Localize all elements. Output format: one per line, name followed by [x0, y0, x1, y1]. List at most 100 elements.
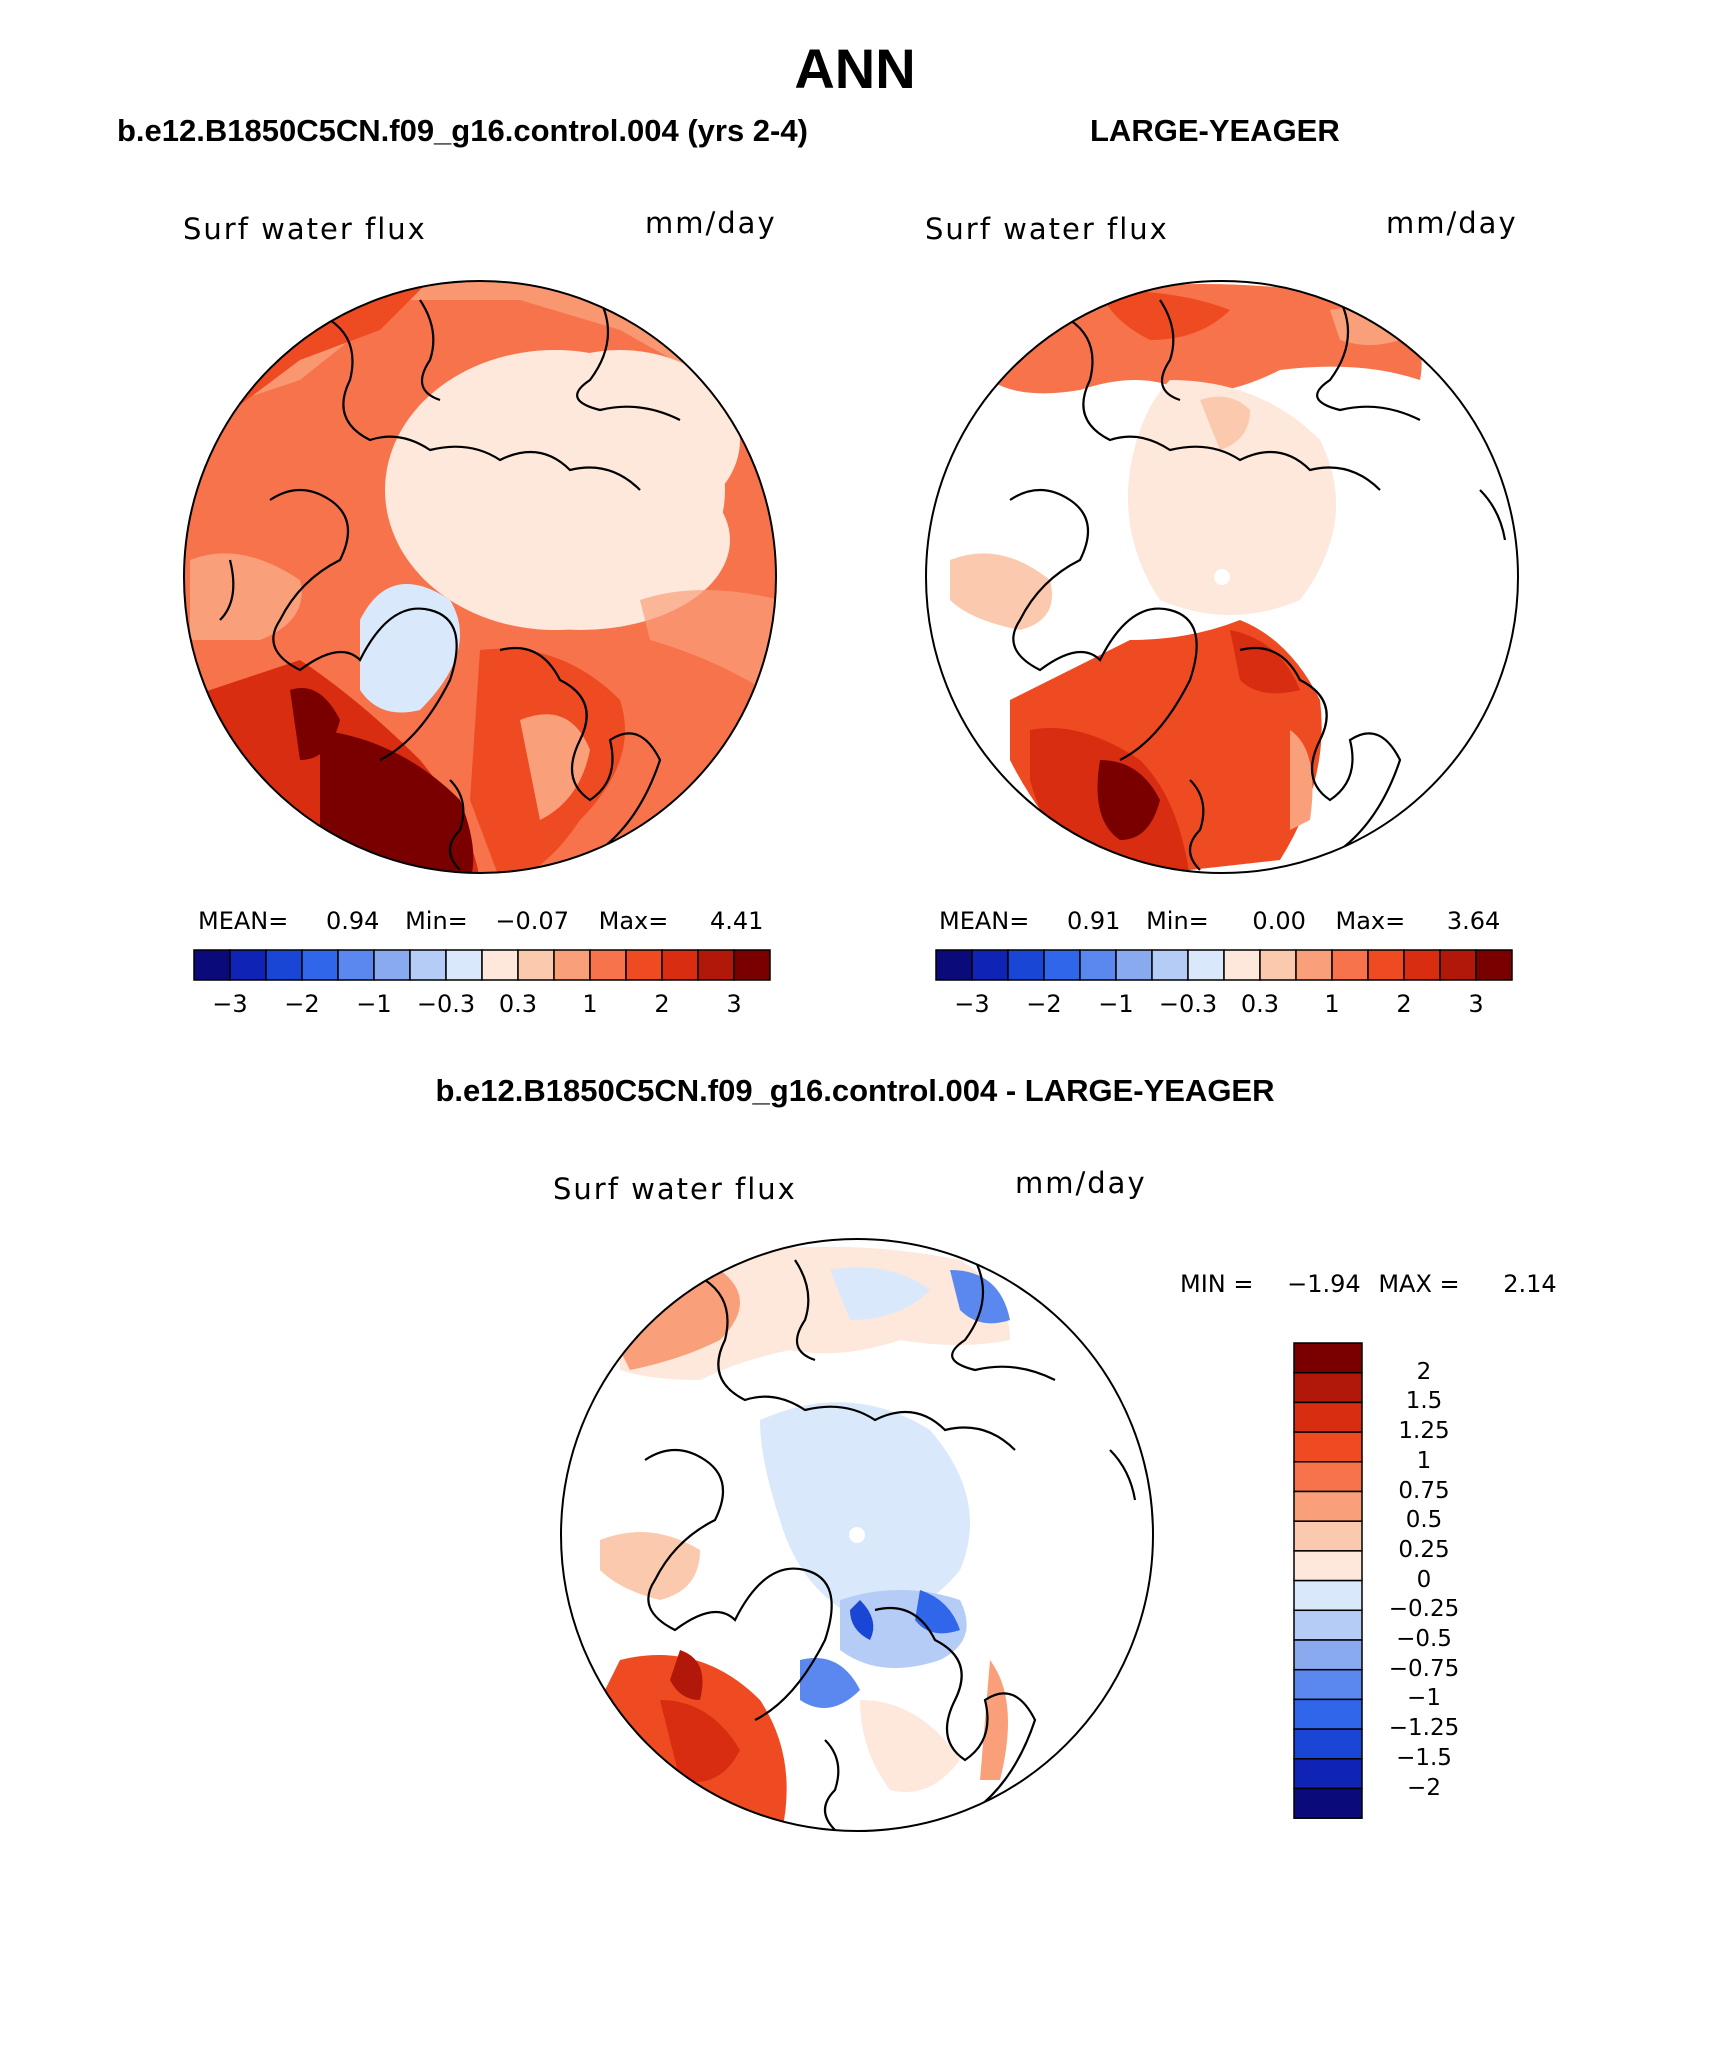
right-min-label: Min= [1146, 907, 1209, 935]
diff-colorbar-cell [1293, 1639, 1363, 1671]
right-colorbar-cell [1115, 949, 1153, 981]
diff-colorbar-cell [1293, 1342, 1363, 1374]
right-colorbar-tick-label: 1 [1324, 990, 1340, 1018]
diff-colorbar-tick-label: −1.5 [1396, 1744, 1452, 1771]
diff-colorbar-tick-label: 0 [1416, 1566, 1432, 1593]
right-colorbar-cell [1439, 949, 1477, 981]
left-colorbar-cell [481, 949, 519, 981]
diff-colorbar-tick-label: −0.75 [1388, 1655, 1460, 1682]
left-mean-value: 0.94 [326, 907, 380, 935]
diff-colorbar-cell [1293, 1758, 1363, 1790]
diff-max-label: MAX = [1378, 1270, 1460, 1298]
left-polar-map [183, 280, 777, 874]
left-colorbar-cell [373, 949, 411, 981]
left-colorbar-cell [301, 949, 339, 981]
right-colorbar-cell [1079, 949, 1117, 981]
left-colorbar-cell [265, 949, 303, 981]
figure-title: ANN [794, 37, 916, 100]
left-colorbar-cell [661, 949, 699, 981]
left-colorbar-cell [697, 949, 735, 981]
right-colorbar-tick-label: −0.3 [1158, 990, 1218, 1018]
diff-colorbar-cell [1293, 1461, 1363, 1493]
diff-colorbar-tick-label: 1.5 [1405, 1388, 1443, 1415]
right-colorbar-cell [1187, 949, 1225, 981]
diff-colorbar-tick-label: −1 [1407, 1685, 1441, 1712]
right-case-title: LARGE-YEAGER [1090, 113, 1340, 148]
right-colorbar-cell [1403, 949, 1441, 981]
diff-colorbar-tick-label: −0.25 [1388, 1596, 1460, 1623]
right-colorbar-cell [1367, 949, 1405, 981]
diff-colorbar [1293, 1342, 1363, 1819]
right-units-label: mm/day [1386, 206, 1518, 240]
left-colorbar-tick-label: 0.3 [498, 990, 538, 1018]
left-max-value: 4.41 [709, 907, 764, 935]
right-colorbar-tick-label: −3 [954, 990, 990, 1018]
right-colorbar-tick-label: 3 [1468, 990, 1484, 1018]
left-units-label: mm/day [645, 206, 777, 240]
right-max-label: Max= [1335, 907, 1406, 935]
diff-colorbar-tick-label: −1.25 [1388, 1715, 1460, 1742]
diff-colorbar-cell [1293, 1668, 1363, 1701]
diff-colorbar-cell [1293, 1579, 1363, 1612]
diff-colorbar-tick-label: 1.25 [1398, 1418, 1450, 1445]
right-variable-label: Surf water flux [925, 212, 1169, 246]
right-colorbar-cell [935, 949, 973, 981]
left-colorbar-cell [409, 949, 447, 981]
left-colorbar-cell [733, 949, 771, 981]
right-colorbar-cell [1295, 949, 1333, 981]
diff-colorbar-tick-label: −0.5 [1396, 1626, 1452, 1652]
left-colorbar-tick-label: 1 [582, 990, 598, 1018]
diff-min-value: −1.94 [1287, 1270, 1361, 1298]
left-colorbar-tick-label: −2 [284, 990, 320, 1018]
diff-colorbar-cell [1293, 1490, 1363, 1522]
right-mean-label: MEAN= [939, 907, 1030, 935]
left-colorbar-tick-label: −0.3 [416, 990, 476, 1018]
left-colorbar-tick-label: 2 [654, 990, 670, 1018]
diff-colorbar-cell [1293, 1728, 1363, 1760]
left-case-title: b.e12.B1850C5CN.f09_g16.control.004 (yrs… [117, 113, 808, 148]
right-colorbar-cell [1223, 949, 1261, 981]
left-max-label: Max= [598, 907, 669, 935]
diff-colorbar-tick-label: 0.75 [1398, 1477, 1450, 1504]
right-colorbar-cell [1475, 949, 1513, 981]
right-colorbar-cell [1151, 949, 1189, 981]
left-colorbar-cell [229, 949, 267, 981]
right-colorbar-tick-label: −2 [1026, 990, 1062, 1018]
right-colorbar-cell [1043, 949, 1081, 981]
diff-colorbar-cell [1293, 1431, 1363, 1463]
diff-minmax: MIN = −1.94 MAX = 2.14 [1180, 1270, 1557, 1298]
diff-colorbar-cell [1293, 1609, 1363, 1641]
right-mean-value: 0.91 [1067, 907, 1121, 935]
left-colorbar-cell [589, 949, 627, 981]
diff-colorbar-cell [1293, 1401, 1363, 1433]
left-colorbar-tick-label: −3 [212, 990, 248, 1018]
diff-colorbar-tick-label: 2 [1416, 1358, 1432, 1385]
left-colorbar-cell [445, 949, 483, 981]
diff-units-label: mm/day [1015, 1166, 1147, 1200]
right-colorbar-tick-label: 0.3 [1240, 990, 1280, 1018]
diff-polar-map [560, 1238, 1154, 1832]
diff-max-value: 2.14 [1503, 1270, 1557, 1298]
diff-colorbar-cell [1293, 1520, 1363, 1552]
left-colorbar-cell [337, 949, 375, 981]
left-stats: MEAN= 0.94 Min= −0.07 Max= 4.41 [198, 907, 763, 935]
right-colorbar-tick-label: 2 [1396, 990, 1412, 1018]
diff-colorbar-cell [1293, 1371, 1363, 1404]
right-polar-map [925, 280, 1519, 874]
diff-colorbar-tick-label: 1 [1416, 1447, 1432, 1474]
left-colorbar-cell [517, 949, 555, 981]
left-min-value: −0.07 [495, 907, 569, 935]
diff-case-title: b.e12.B1850C5CN.f09_g16.control.004 - LA… [435, 1073, 1275, 1108]
left-colorbar-tick-label: 3 [726, 990, 742, 1018]
left-colorbar [193, 949, 771, 981]
left-colorbar-cell [193, 949, 231, 981]
right-min-value: 0.00 [1252, 907, 1306, 935]
diff-colorbar-cell [1293, 1698, 1363, 1730]
right-stats: MEAN= 0.91 Min= 0.00 Max= 3.64 [939, 907, 1500, 935]
diff-min-label: MIN = [1180, 1270, 1254, 1298]
right-colorbar-cell [1331, 949, 1369, 981]
diff-colorbar-cell [1293, 1550, 1363, 1582]
right-colorbar-cell [971, 949, 1009, 981]
left-variable-label: Surf water flux [183, 212, 427, 246]
